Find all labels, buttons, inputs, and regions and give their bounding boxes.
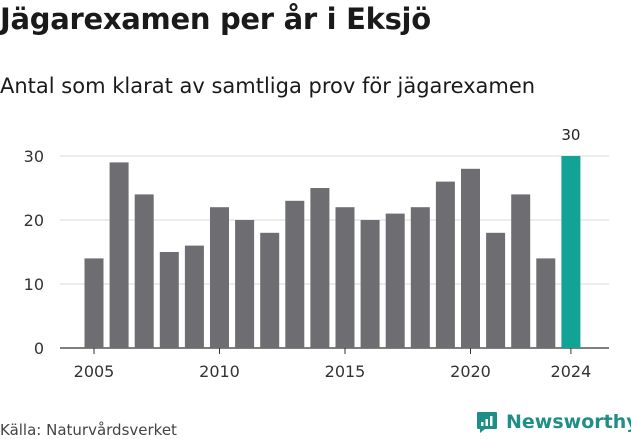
newsworthy-logo-icon — [477, 412, 497, 433]
y-tick-label: 0 — [34, 339, 44, 358]
bar-2006 — [109, 162, 129, 348]
bar-2005 — [84, 258, 104, 348]
source-note: Källa: Naturvårdsverket — [0, 421, 177, 439]
bar-2012 — [260, 232, 280, 348]
value-labels: 30 — [561, 126, 580, 144]
y-tick-label: 30 — [24, 147, 44, 166]
x-tick-label: 2015 — [325, 362, 366, 381]
bar-2009 — [184, 245, 204, 348]
bar-2018 — [410, 207, 430, 348]
bar-2024 — [561, 156, 581, 348]
y-axis-ticks: 0 10 20 30 — [24, 147, 44, 358]
bar-2011 — [235, 220, 255, 348]
brand-logo: Newsworthy — [476, 407, 631, 437]
bar-2021 — [486, 232, 506, 348]
bar-2019 — [435, 181, 455, 348]
y-tick-label: 10 — [24, 275, 44, 294]
x-tick-label: 2020 — [450, 362, 491, 381]
chart-title: Jägarexamen per år i Eksjö — [0, 2, 431, 36]
bar-2015 — [335, 207, 355, 348]
bar-2017 — [385, 213, 405, 348]
bars — [84, 156, 581, 348]
brand-name: Newsworthy — [506, 411, 631, 433]
bar-2020 — [461, 168, 480, 348]
value-label-2024: 30 — [561, 126, 580, 144]
bar-2010 — [210, 207, 229, 348]
bar-2022 — [511, 194, 531, 348]
chart-subtitle: Antal som klarat av samtliga prov för jä… — [0, 74, 536, 98]
y-tick-label: 20 — [24, 211, 44, 230]
bar-2023 — [536, 258, 556, 348]
bar-2008 — [159, 252, 179, 348]
x-tick-label: 2010 — [199, 362, 240, 381]
bar-2016 — [360, 220, 380, 348]
bar-2013 — [285, 200, 305, 348]
bar-2007 — [134, 194, 154, 348]
x-axis-ticks: 2005 2010 2015 2020 2024 — [74, 348, 592, 381]
bar-2014 — [310, 188, 330, 348]
x-tick-label: 2024 — [551, 362, 592, 381]
x-tick-label: 2005 — [74, 362, 115, 381]
